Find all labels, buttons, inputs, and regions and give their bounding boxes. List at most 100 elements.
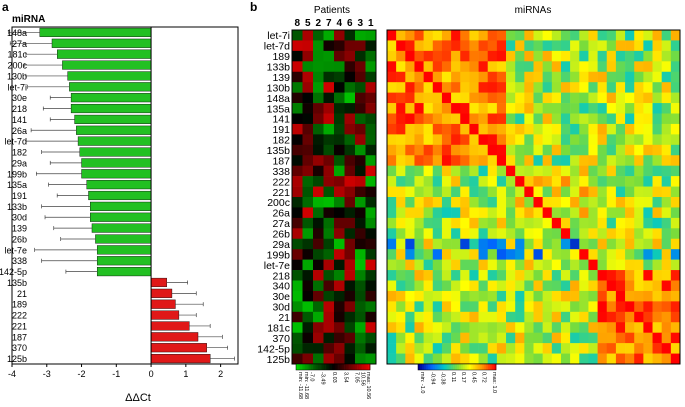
correlation-cell xyxy=(414,71,424,83)
legend-secondary-label: min: -11.68 xyxy=(303,372,309,399)
correlation-cell xyxy=(423,217,434,229)
correlation-cell xyxy=(606,82,617,93)
legend-swatch xyxy=(449,364,452,370)
category-label: 133b xyxy=(7,202,27,212)
correlation-cell xyxy=(460,40,470,52)
patient-cell xyxy=(365,103,377,114)
patient-cell xyxy=(323,207,335,219)
correlation-cell xyxy=(487,82,498,93)
correlation-cell xyxy=(625,92,635,104)
correlation-cell xyxy=(570,353,580,365)
correlation-cell xyxy=(396,343,406,354)
patient-cell xyxy=(344,103,356,114)
category-label: 139 xyxy=(12,224,27,234)
correlation-cell xyxy=(652,249,662,260)
correlation-cell xyxy=(506,280,516,292)
correlation-cell xyxy=(661,103,672,114)
heatmap-row-label: 340 xyxy=(272,281,290,293)
correlation-cell xyxy=(615,217,626,229)
correlation-cell xyxy=(441,238,452,250)
correlation-cell xyxy=(496,217,507,229)
correlation-cell xyxy=(396,186,406,198)
patient-cell xyxy=(365,207,377,219)
correlation-cell xyxy=(661,322,672,333)
correlation-cell xyxy=(405,280,415,292)
correlation-cell xyxy=(542,144,553,156)
correlation-cell xyxy=(524,186,534,198)
correlation-cell xyxy=(533,332,543,344)
correlation-cell xyxy=(597,92,608,104)
correlation-cell xyxy=(396,61,406,73)
correlation-cell xyxy=(396,92,406,104)
correlation-cell xyxy=(469,249,479,260)
correlation-cell xyxy=(570,249,580,260)
patient-cell xyxy=(334,155,345,166)
correlation-cell xyxy=(588,290,598,302)
correlation-cell xyxy=(551,123,562,135)
correlation-cell xyxy=(588,113,598,125)
correlation-cell xyxy=(506,249,516,260)
correlation-cell xyxy=(506,332,516,344)
correlation-cell xyxy=(515,134,525,146)
correlation-cell xyxy=(405,40,415,52)
correlation-cell xyxy=(579,61,589,73)
legend-swatch xyxy=(447,364,450,370)
correlation-cell xyxy=(487,290,498,302)
heatmap-row-label: 181c xyxy=(267,322,290,334)
correlation-cell xyxy=(643,290,653,302)
correlation-cell xyxy=(487,238,498,250)
correlation-cell xyxy=(551,353,562,365)
correlation-cell xyxy=(515,280,525,292)
patient-cell xyxy=(292,40,303,52)
correlation-cell xyxy=(606,186,617,198)
legend-swatch xyxy=(466,364,469,370)
correlation-cell xyxy=(496,165,507,177)
correlation-cell xyxy=(387,92,397,104)
correlation-cell xyxy=(643,144,653,156)
patient-cell xyxy=(365,280,377,292)
legend-swatch xyxy=(334,364,337,370)
patient-cell xyxy=(323,186,335,198)
correlation-cell xyxy=(551,259,562,271)
legend-swatch xyxy=(457,364,460,370)
correlation-cell xyxy=(615,280,626,292)
patient-cell xyxy=(355,238,366,250)
correlation-cell xyxy=(625,186,635,198)
correlation-cell xyxy=(597,353,608,365)
correlation-cell xyxy=(542,311,553,323)
correlation-cell xyxy=(524,311,534,323)
correlation-cell xyxy=(606,92,617,104)
correlation-cell xyxy=(396,207,406,219)
correlation-cell xyxy=(515,228,525,240)
correlation-cell xyxy=(661,92,672,104)
correlation-cell xyxy=(634,113,644,125)
patient-cell xyxy=(323,82,335,93)
correlation-cell xyxy=(551,113,562,125)
patient-cell xyxy=(292,144,303,156)
patient-cell xyxy=(365,353,377,365)
legend-swatch xyxy=(308,364,312,370)
patient-cell xyxy=(292,259,303,271)
patient-cell xyxy=(292,238,303,250)
heatmap-row-label: 27a xyxy=(272,218,290,230)
correlation-cell xyxy=(460,71,470,83)
correlation-cell xyxy=(441,197,452,208)
correlation-cell xyxy=(469,113,479,125)
patient-cell xyxy=(344,123,356,135)
correlation-cell xyxy=(524,322,534,333)
correlation-cell xyxy=(533,50,543,62)
correlation-cell xyxy=(496,30,507,41)
correlation-cell xyxy=(524,50,534,62)
correlation-cell xyxy=(524,332,534,344)
correlation-cell xyxy=(551,61,562,73)
correlation-cell xyxy=(469,176,479,187)
legend-swatch xyxy=(349,364,352,370)
correlation-cell xyxy=(405,217,415,229)
correlation-cell xyxy=(625,301,635,313)
correlation-cell xyxy=(652,176,662,187)
patient-cell xyxy=(334,144,345,156)
patient-cell xyxy=(323,92,335,104)
correlation-cell xyxy=(478,249,489,260)
legend-swatch xyxy=(435,364,438,370)
patient-cell xyxy=(355,50,366,62)
